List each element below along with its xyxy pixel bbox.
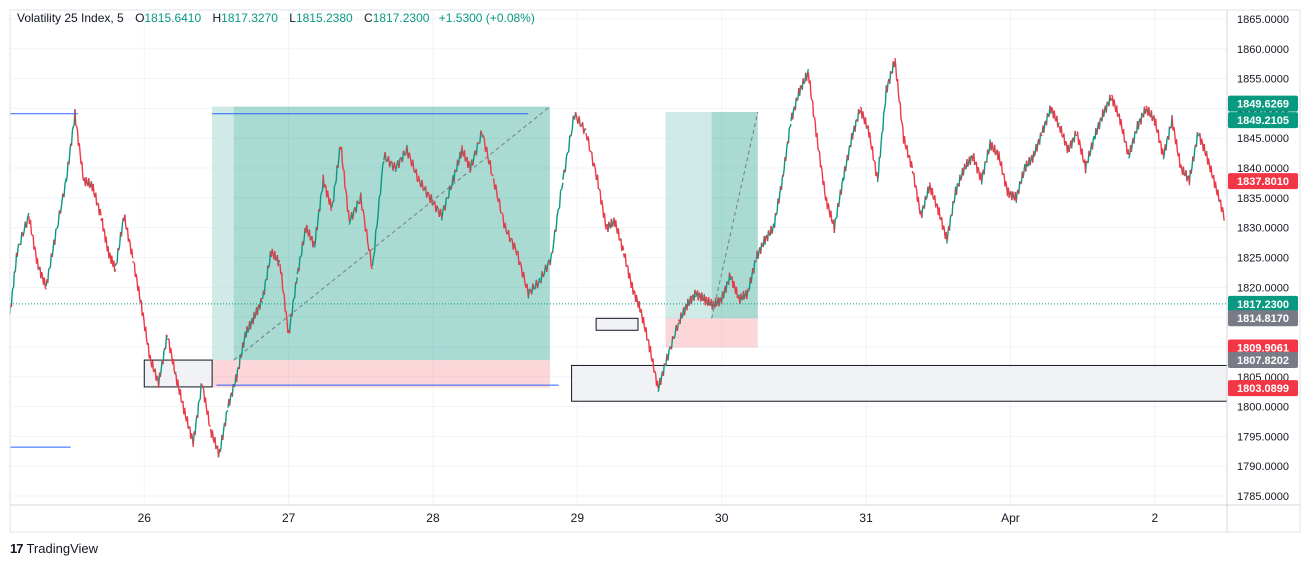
y-tick-label: 1865.0000 [1237,14,1289,26]
y-tick-label: 1840.0000 [1237,163,1289,175]
y-tick-label: 1795.0000 [1237,431,1289,443]
close-value: 1817.2300 [372,11,430,25]
brand-name: TradingView [26,541,99,556]
x-tick-label: 2 [1151,511,1158,525]
profit-zone [665,111,758,319]
trade-path-line [233,106,551,361]
y-tick-label: 1790.0000 [1237,461,1289,473]
x-tick-label: 26 [138,511,152,525]
high-label: H [212,11,222,25]
y-tick-label: 1855.0000 [1237,74,1289,86]
x-tick-label: 27 [282,511,296,525]
price-label: 1803.0899 [1237,383,1289,395]
range-box [595,317,639,331]
range-box [571,364,1228,402]
price-label-bg [1228,339,1298,356]
y-tick-label: 1820.0000 [1237,282,1289,294]
axes: 1785.00001790.00001795.00001800.00001805… [9,9,1301,533]
profit-zone-highlight [665,111,712,319]
open-label: O [135,11,145,25]
y-tick-label: 1860.0000 [1237,44,1289,56]
symbol-name: Volatility 25 Index, 5 [17,11,124,25]
trade-path-line [711,111,759,319]
price-label: 1814.8170 [1237,313,1289,325]
chart-frame [9,9,1301,533]
grid [10,10,1227,505]
price-label: 1849.2105 [1237,115,1289,127]
change-value: +1.5300 (+0.08%) [438,11,535,25]
symbol-legend: Volatility 25 Index, 5 O1815.6410 H1817.… [17,11,535,25]
price-labels: 1849.6269 1849.2105 1837.8010 1817.2300 1814… [1228,95,1298,397]
price-label: 1837.8010 [1237,176,1289,188]
high-value: 1817.3270 [221,11,278,25]
loss-zone [212,360,550,388]
position-zones[interactable] [143,106,1228,402]
level-lines[interactable] [10,113,1227,448]
profit-zone-highlight [212,106,234,361]
price-label-bg [1228,295,1298,312]
price-label: 1817.2300 [1237,299,1289,311]
price-label-bg [1228,173,1298,190]
y-tick-label: 1835.0000 [1237,193,1289,205]
price-label-bg [1228,112,1298,129]
x-tick-label: 30 [715,511,729,525]
x-tick-label: 28 [426,511,440,525]
down-candles [10,58,1225,458]
price-label-bg [1228,310,1298,327]
x-tick-label: Apr [1001,511,1020,525]
y-tick-label: 1825.0000 [1237,253,1289,265]
price-label: 1809.9061 [1237,343,1289,355]
y-tick-label: 1830.0000 [1237,223,1289,235]
profit-zone [212,106,550,361]
x-tick-label: 29 [571,511,585,525]
close-label: C [364,11,373,25]
price-label-bg [1228,380,1298,397]
price-label-bg [1228,95,1298,112]
low-value: 1815.2380 [295,11,353,25]
price-label: 1849.6269 [1237,99,1289,111]
price-series [9,58,1225,458]
price-label: 1807.8202 [1237,355,1289,367]
price-label-bg [1228,351,1298,368]
open-value: 1815.6410 [144,11,202,25]
tradingview-brand[interactable]: 17 TradingView [10,541,98,556]
tradingview-logo-icon: 17 [10,541,24,556]
x-tick-label: 31 [859,511,873,525]
y-tick-label: 1785.0000 [1237,491,1289,503]
y-tick-label: 1845.0000 [1237,133,1289,145]
low-label: L [289,11,296,25]
y-tick-label: 1800.0000 [1237,402,1289,414]
